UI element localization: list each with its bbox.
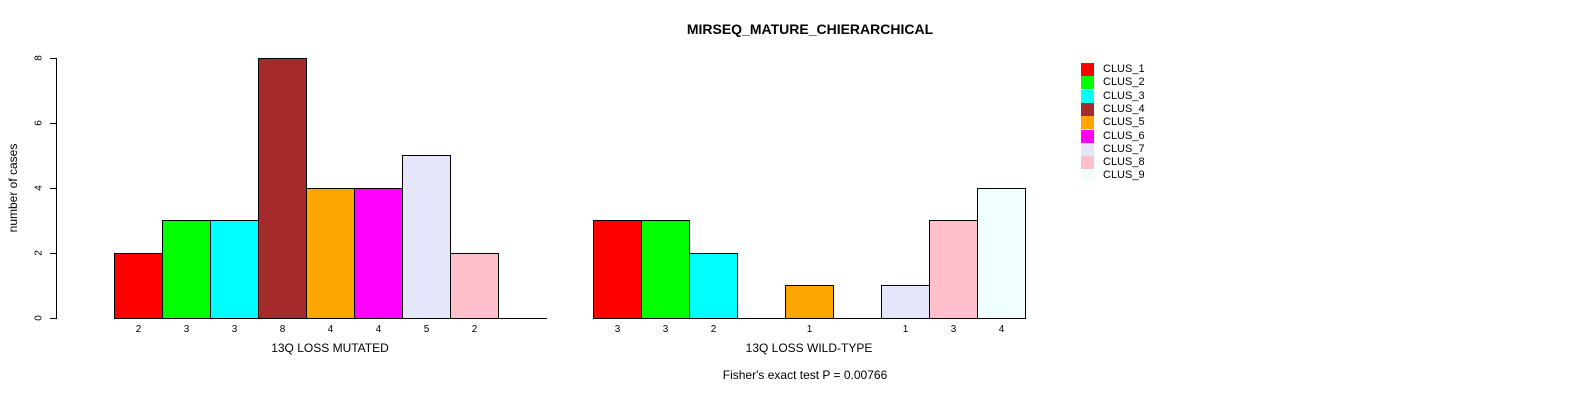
bar-clus_3 bbox=[689, 253, 738, 319]
bar-clus_1 bbox=[593, 220, 642, 319]
legend-swatch-clus_4 bbox=[1081, 103, 1094, 116]
legend-label-clus_2: CLUS_2 bbox=[1103, 76, 1145, 88]
bar-value-label: 2 bbox=[135, 324, 142, 335]
y-tick-label: 8 bbox=[33, 55, 45, 61]
bar-clus_8 bbox=[450, 253, 499, 319]
x-axis-title: 13Q LOSS MUTATED bbox=[271, 341, 389, 355]
y-tick-label: 2 bbox=[33, 250, 45, 256]
legend-swatch-clus_9 bbox=[1081, 169, 1094, 182]
y-axis-tick bbox=[50, 318, 56, 319]
fisher-test-note: Fisher's exact test P = 0.00766 bbox=[722, 368, 888, 382]
bar-clus_2 bbox=[162, 220, 211, 319]
bar-value-label: 2 bbox=[710, 324, 717, 335]
bar-value-label: 2 bbox=[471, 324, 478, 335]
bar-value-label: 4 bbox=[998, 324, 1005, 335]
legend-label-clus_1: CLUS_1 bbox=[1103, 63, 1145, 75]
bar-value-label: 3 bbox=[614, 324, 621, 335]
bar-value-label: 3 bbox=[950, 324, 957, 335]
y-axis-tick bbox=[50, 253, 56, 254]
legend-label-clus_5: CLUS_5 bbox=[1103, 116, 1145, 128]
legend-label-clus_9: CLUS_9 bbox=[1103, 169, 1145, 181]
bar-value-label: 3 bbox=[662, 324, 669, 335]
x-axis-title: 13Q LOSS WILD-TYPE bbox=[745, 341, 873, 355]
legend-swatch-clus_2 bbox=[1081, 76, 1094, 89]
bar-value-label: 4 bbox=[327, 324, 334, 335]
legend-label-clus_4: CLUS_4 bbox=[1103, 103, 1145, 115]
bar-clus_7 bbox=[402, 155, 451, 319]
bar-clus_5 bbox=[306, 188, 355, 319]
bar-clus_2 bbox=[641, 220, 690, 319]
y-axis-tick bbox=[50, 58, 56, 59]
bar-clus_6 bbox=[354, 188, 403, 319]
bar-value-label: 4 bbox=[375, 324, 382, 335]
legend-swatch-clus_6 bbox=[1081, 130, 1094, 143]
bar-value-label: 1 bbox=[806, 324, 813, 335]
legend-swatch-clus_5 bbox=[1081, 116, 1094, 129]
chart-title: MIRSEQ_MATURE_CHIERARCHICAL bbox=[686, 21, 934, 37]
bar-value-label: 3 bbox=[231, 324, 238, 335]
bar-clus_1 bbox=[114, 253, 163, 319]
bar-value-label: 1 bbox=[902, 324, 909, 335]
legend-label-clus_8: CLUS_8 bbox=[1103, 156, 1145, 168]
legend-label-clus_7: CLUS_7 bbox=[1103, 143, 1145, 155]
legend-swatch-clus_8 bbox=[1081, 156, 1094, 169]
bar-clus_5 bbox=[785, 285, 834, 319]
y-tick-label: 6 bbox=[33, 120, 45, 126]
bar-value-label: 8 bbox=[279, 324, 286, 335]
legend-swatch-clus_7 bbox=[1081, 143, 1094, 156]
y-tick-label: 4 bbox=[33, 185, 45, 191]
legend-swatch-clus_1 bbox=[1081, 63, 1094, 76]
y-axis-label: number of cases bbox=[6, 143, 20, 233]
legend-swatch-clus_3 bbox=[1081, 90, 1094, 103]
bar-clus_3 bbox=[210, 220, 259, 319]
bar-clus_7 bbox=[881, 285, 930, 319]
y-tick-label: 0 bbox=[33, 315, 45, 321]
y-axis-tick bbox=[50, 123, 56, 124]
bar-value-label: 3 bbox=[183, 324, 190, 335]
legend-label-clus_3: CLUS_3 bbox=[1103, 90, 1145, 102]
bar-clus_8 bbox=[929, 220, 978, 319]
legend-label-clus_6: CLUS_6 bbox=[1103, 130, 1145, 142]
y-axis-tick bbox=[50, 188, 56, 189]
bar-clus_4 bbox=[258, 58, 307, 319]
bar-value-label: 5 bbox=[423, 324, 430, 335]
y-axis-line bbox=[56, 58, 57, 319]
bar-clus_9 bbox=[977, 188, 1026, 319]
